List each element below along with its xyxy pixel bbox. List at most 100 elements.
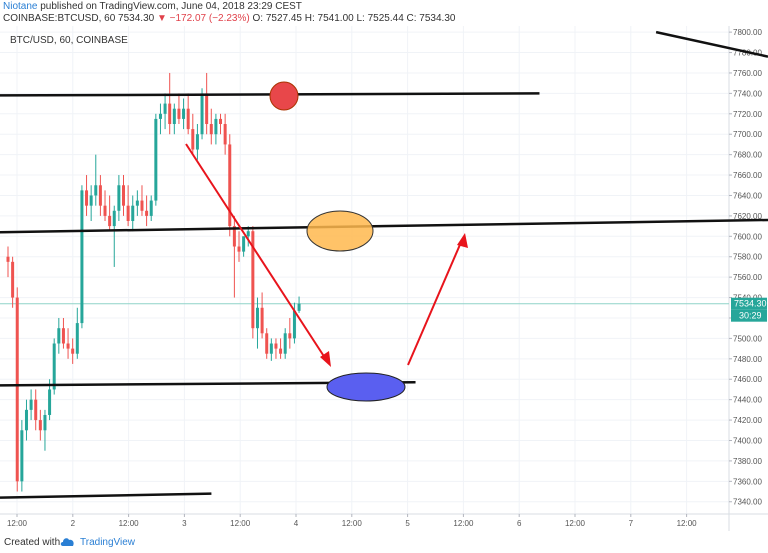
- candle-body: [163, 103, 167, 114]
- candle-body: [98, 185, 102, 206]
- created-with-text: Created with: [4, 537, 61, 548]
- candle-body: [288, 333, 292, 339]
- y-tick-label: 7480.00: [733, 355, 762, 364]
- candle-body: [158, 113, 162, 119]
- candle-body: [103, 205, 107, 216]
- author-link[interactable]: Niotane: [3, 1, 38, 12]
- candle-body: [228, 144, 232, 227]
- candle-body: [80, 190, 84, 324]
- y-tick-label: 7660.00: [733, 171, 762, 180]
- down-arrow-head: [320, 351, 331, 367]
- price-chart[interactable]: 7340.00 7360.00 7380.00 7400.00 7420.00 7440.…: [0, 26, 768, 531]
- ohlc-line: COINBASE:BTCUSD, 60 7534.30 ▼ −172.07 (−…: [3, 13, 455, 24]
- candle-body: [214, 118, 218, 135]
- candle-body: [89, 195, 93, 206]
- y-tick-label: 7700.00: [733, 130, 762, 139]
- countdown-tag: 30:29: [731, 309, 767, 322]
- candle-body: [283, 333, 287, 354]
- candle-body: [292, 310, 296, 339]
- series-legend: BTC/USD, 60, COINBASE: [10, 35, 128, 46]
- bottom-ellipse-marker: [326, 372, 406, 402]
- x-tick-label: 12:00: [342, 519, 363, 528]
- candle-body: [112, 210, 116, 227]
- candle-body: [71, 348, 75, 354]
- price-tag: 7534.30: [731, 297, 767, 310]
- x-tick-label: 2: [71, 519, 76, 528]
- y-tick-label: 7580.00: [733, 253, 762, 262]
- candle-body: [29, 399, 33, 410]
- candle-body: [172, 108, 176, 125]
- candle-body: [209, 124, 213, 135]
- candle-body: [200, 93, 204, 135]
- countdown-tag-text: 30:29: [739, 311, 762, 321]
- candle-body: [108, 215, 112, 227]
- y-tick-label: 7340.00: [733, 498, 762, 507]
- price-tag-bg: [731, 297, 767, 310]
- candle-body: [237, 246, 241, 252]
- candle-body: [6, 256, 10, 262]
- candle-body: [131, 205, 135, 221]
- y-tick-label: 7360.00: [733, 477, 762, 486]
- x-tick-label: 12:00: [230, 519, 251, 528]
- close-value: C: 7534.30: [406, 13, 456, 24]
- candle-body: [66, 343, 70, 349]
- candles: [6, 72, 301, 492]
- candle-body: [24, 409, 28, 431]
- candle-body: [297, 303, 301, 311]
- candle-body: [75, 323, 79, 354]
- x-tick-label: 4: [294, 519, 299, 528]
- publish-header: Niotane published on TradingView.com, Ju…: [0, 0, 768, 26]
- candle-body: [149, 200, 153, 216]
- trend-line: [0, 492, 212, 499]
- candle-body: [177, 108, 181, 119]
- y-tick-label: 7380.00: [733, 457, 762, 466]
- price-tag-text: 7534.30: [734, 299, 767, 309]
- drawings[interactable]: [0, 30, 768, 499]
- top-circle-marker: [269, 81, 299, 111]
- tradingview-cloud-icon[interactable]: [60, 535, 76, 547]
- y-tick-label: 7400.00: [733, 436, 762, 445]
- last-price: 7534.30: [118, 13, 155, 24]
- candle-body: [255, 307, 259, 329]
- trend-line: [655, 30, 768, 58]
- candle-body: [135, 200, 139, 206]
- up-arrow-shaft: [407, 239, 463, 366]
- time-axis[interactable]: 12:00 2 12:00 3 12:00 4 12:00 5 12:00 6 12:00 7 12:0…: [7, 514, 697, 528]
- candle-body: [168, 103, 172, 125]
- y-tick-label: 7740.00: [733, 89, 762, 98]
- candle-body: [265, 333, 269, 354]
- up-arrow-head: [457, 233, 468, 248]
- candle-body: [126, 205, 130, 221]
- x-tick-label: 5: [405, 519, 410, 528]
- candle-body: [61, 328, 65, 344]
- chart-area[interactable]: 7340.00 7360.00 7380.00 7400.00 7420.00 7440.…: [0, 26, 768, 536]
- candle-body: [140, 200, 144, 211]
- candle-body: [186, 108, 190, 130]
- candle-body: [11, 261, 15, 298]
- low-value: L: 7525.44: [356, 13, 404, 24]
- candle-body: [52, 343, 56, 390]
- candle-body: [154, 118, 158, 201]
- candle-body: [57, 328, 61, 344]
- footer: Created with TradingView: [0, 531, 768, 553]
- candle-body: [242, 236, 246, 252]
- y-tick-label: 7640.00: [733, 191, 762, 200]
- x-tick-label: 12:00: [119, 519, 140, 528]
- tradingview-link[interactable]: TradingView: [80, 537, 136, 548]
- candle-body: [117, 185, 121, 211]
- candle-body: [274, 343, 278, 349]
- candle-body: [195, 134, 199, 150]
- candle-body: [232, 226, 236, 247]
- candle-body: [269, 343, 273, 354]
- y-tick-label: 7460.00: [733, 375, 762, 384]
- candle-body: [48, 389, 52, 415]
- candle-body: [223, 124, 227, 145]
- chart-background: [0, 26, 768, 531]
- y-tick-label: 7620.00: [733, 212, 762, 221]
- candle-body: [85, 190, 89, 206]
- y-tick-label: 7800.00: [733, 28, 762, 37]
- x-tick-label: 12:00: [7, 519, 28, 528]
- candle-body: [260, 307, 264, 334]
- candle-body: [182, 108, 186, 119]
- publish-line: Niotane published on TradingView.com, Ju…: [3, 1, 302, 12]
